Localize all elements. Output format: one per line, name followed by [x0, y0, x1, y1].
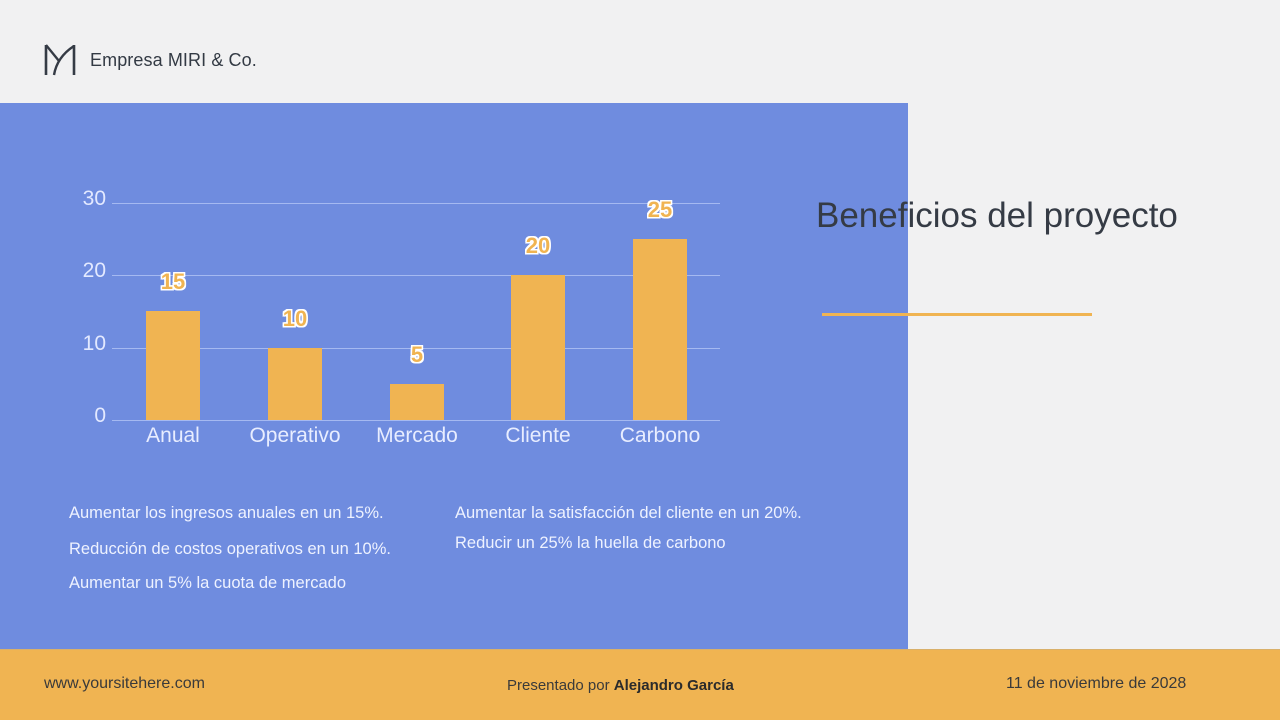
bar-carbono [633, 238, 687, 420]
brand-name: Empresa MIRI & Co. [90, 49, 257, 70]
x-axis-label: Operativo [249, 424, 341, 447]
bar-cliente [511, 275, 565, 420]
footer: www.yoursitehere.com Presentado por Alej… [0, 649, 1280, 720]
bar-anual [146, 311, 200, 420]
footer-presenter: Presentado por Alejandro García [507, 677, 734, 694]
bar-chart: 0 10 20 30 15 Anual 10 Operativo 5 Mercado 20 Clien… [0, 103, 908, 503]
benefit-item: Aumentar un 5% la cuota de mercado [69, 574, 346, 592]
footer-website[interactable]: www.yoursitehere.com [44, 675, 205, 692]
title-underline [822, 313, 1092, 316]
x-axis-label: Mercado [376, 424, 458, 447]
data-label: 5 [410, 341, 424, 367]
gridline [112, 202, 720, 204]
footer-date: 11 de noviembre de 2028 [1006, 675, 1187, 692]
data-label: 15 [160, 269, 186, 295]
benefit-item: Reducción de costos operativos en un 10%… [69, 540, 391, 558]
presenter-name: Alejandro García [613, 677, 734, 694]
benefit-item: Aumentar los ingresos anuales en un 15%. [69, 504, 384, 522]
gridline [112, 420, 720, 421]
y-axis-tick: 0 [94, 404, 106, 427]
m-monogram-icon [44, 44, 76, 76]
x-axis-label: Anual [146, 424, 200, 447]
benefit-item: Aumentar la satisfacción del cliente en … [455, 504, 802, 522]
gridline [112, 275, 720, 276]
bar-mercado [390, 383, 444, 420]
gridline [112, 347, 720, 349]
benefit-item: Reducir un 25% la huella de carbono [455, 534, 726, 552]
x-axis-label: Cliente [505, 424, 571, 447]
page-title: Beneficios del proyecto [816, 196, 1178, 235]
y-axis-tick: 20 [82, 259, 106, 282]
chart-panel: 0 10 20 30 15 Anual 10 Operativo 5 Mercado 20 Clien… [0, 103, 908, 649]
bar-operativo [268, 347, 322, 420]
y-axis-tick: 10 [82, 331, 106, 355]
y-axis-tick: 30 [82, 186, 106, 210]
data-label: 25 [647, 196, 673, 222]
brand: Empresa MIRI & Co. [43, 43, 257, 77]
data-label: 20 [525, 233, 551, 258]
presenter-prefix: Presentado por [507, 677, 610, 694]
data-label: 10 [282, 305, 308, 331]
x-axis-label: Carbono [619, 424, 701, 447]
